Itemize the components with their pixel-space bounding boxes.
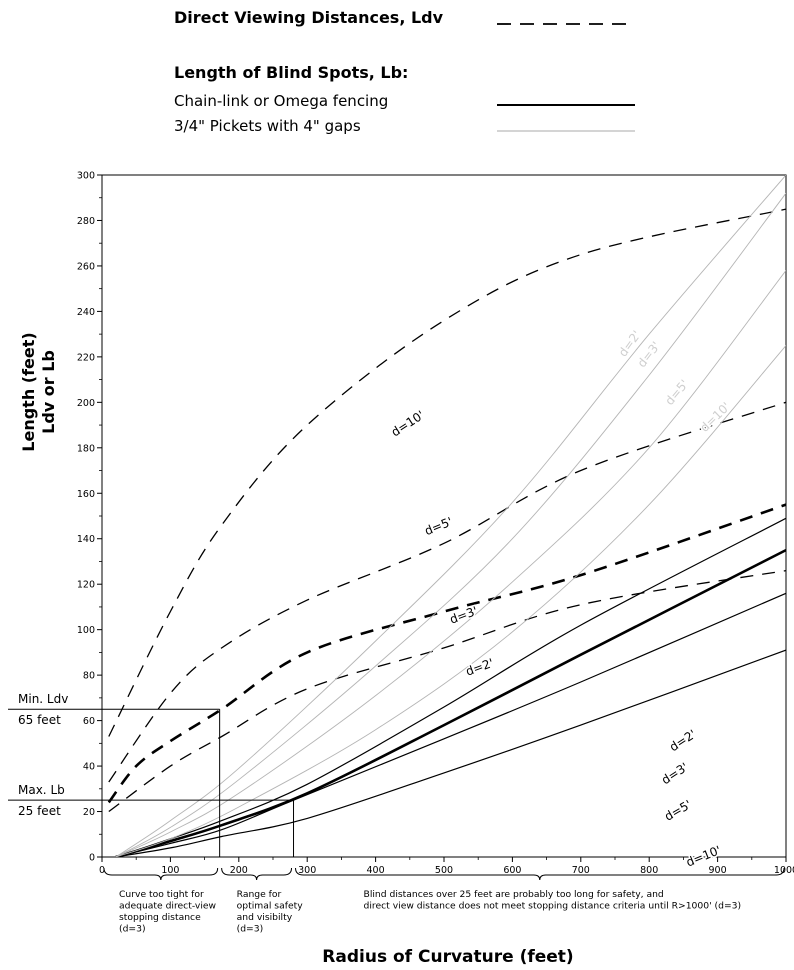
- series-line-2: [107, 503, 786, 804]
- legend-picket-label: 3/4" Pickets with 4" gaps: [174, 117, 361, 135]
- y-tick-label: 280: [77, 216, 95, 227]
- range-note-1-3: (d=3): [237, 924, 264, 935]
- series-label-0: d=10': [389, 408, 427, 439]
- series-label-1: d=5': [423, 514, 455, 538]
- series-line-11: [115, 345, 786, 857]
- x-tick-label: 0: [99, 865, 105, 876]
- series-label-9: d=3': [635, 339, 664, 370]
- legend-swatches: [497, 23, 635, 132]
- series-line-5: [115, 548, 786, 857]
- series-label-6: d=5': [662, 797, 694, 823]
- legend-lb-title: Length of Blind Spots, Lb:: [174, 63, 409, 82]
- x-tick-label: 200: [230, 865, 248, 876]
- reference-label-bottom-0: 65 feet: [18, 713, 61, 727]
- series-line-8: [115, 175, 786, 857]
- y-tick-label: 20: [83, 807, 95, 818]
- series-label-10: d=5': [662, 377, 691, 408]
- y-axis-label-2: Ldv or Lb: [39, 350, 58, 434]
- x-tick-label: 300: [298, 865, 316, 876]
- range-note-0-1: adequate direct-view: [119, 901, 217, 912]
- range-brace-0: [103, 867, 219, 881]
- x-tick-label: 400: [367, 865, 385, 876]
- series-label-5: d=3': [659, 760, 691, 787]
- y-tick-label: 180: [77, 443, 95, 454]
- y-axis-label: Length (feet): [19, 332, 38, 451]
- series-line-10: [115, 270, 786, 857]
- series-label-2: d=3': [448, 604, 480, 627]
- range-note-0-2: stopping distance: [119, 912, 201, 923]
- y-tick-label: 120: [77, 580, 95, 591]
- reference-label-top-1: Max. Lb: [18, 783, 65, 797]
- y-tick-label: 40: [83, 762, 95, 773]
- x-tick-label: 900: [709, 865, 727, 876]
- range-brace-1: [221, 867, 293, 881]
- y-tick-label: 60: [83, 716, 95, 727]
- range-note-0-0: Curve too tight for: [119, 889, 204, 900]
- y-tick-label: 240: [77, 307, 95, 318]
- y-tick-label: 260: [77, 261, 95, 272]
- range-note-1-2: and visibilty: [237, 912, 293, 923]
- legend-chain-label: Chain-link or Omega fencing: [174, 92, 389, 110]
- series-line-4: [115, 517, 786, 857]
- y-tick-label: 140: [77, 534, 95, 545]
- range-note-2-1: direct view distance does not meet stopp…: [364, 901, 742, 912]
- series-line-1: [108, 401, 786, 783]
- x-axis-label: Radius of Curvature (feet): [322, 947, 573, 967]
- series-label-3: d=2': [464, 656, 496, 679]
- x-tick-label: 100: [161, 865, 179, 876]
- y-tick-label: 220: [77, 352, 95, 363]
- x-tick-label: 800: [640, 865, 658, 876]
- reference-label-bottom-1: 25 feet: [18, 804, 61, 818]
- x-tick-label: 500: [435, 865, 453, 876]
- series-line-3: [108, 569, 786, 813]
- series-line-0: [108, 208, 786, 737]
- series-label-4: d=2': [667, 727, 699, 754]
- range-note-1-1: optimal safety: [237, 901, 304, 912]
- y-tick-label: 300: [77, 171, 95, 182]
- y-tick-label: 80: [83, 671, 95, 682]
- x-tick-label: 700: [572, 865, 590, 876]
- y-tick-label: 200: [77, 398, 95, 409]
- range-note-0-3: (d=3): [119, 924, 146, 935]
- y-tick-label: 160: [77, 489, 95, 500]
- reference-label-top-0: Min. Ldv: [18, 692, 68, 706]
- series-line-6: [115, 592, 786, 857]
- y-tick-label: 0: [89, 853, 95, 864]
- series-line-9: [115, 192, 786, 857]
- legend-ldv-title: Direct Viewing Distances, Ldv: [174, 8, 444, 27]
- range-brace-2: [295, 867, 785, 881]
- y-tick-label: 100: [77, 625, 95, 636]
- series-line-7: [115, 649, 786, 857]
- x-tick-label: 600: [503, 865, 521, 876]
- range-note-1-0: Range for: [237, 889, 282, 900]
- range-note-2-0: Blind distances over 25 feet are probabl…: [364, 889, 664, 900]
